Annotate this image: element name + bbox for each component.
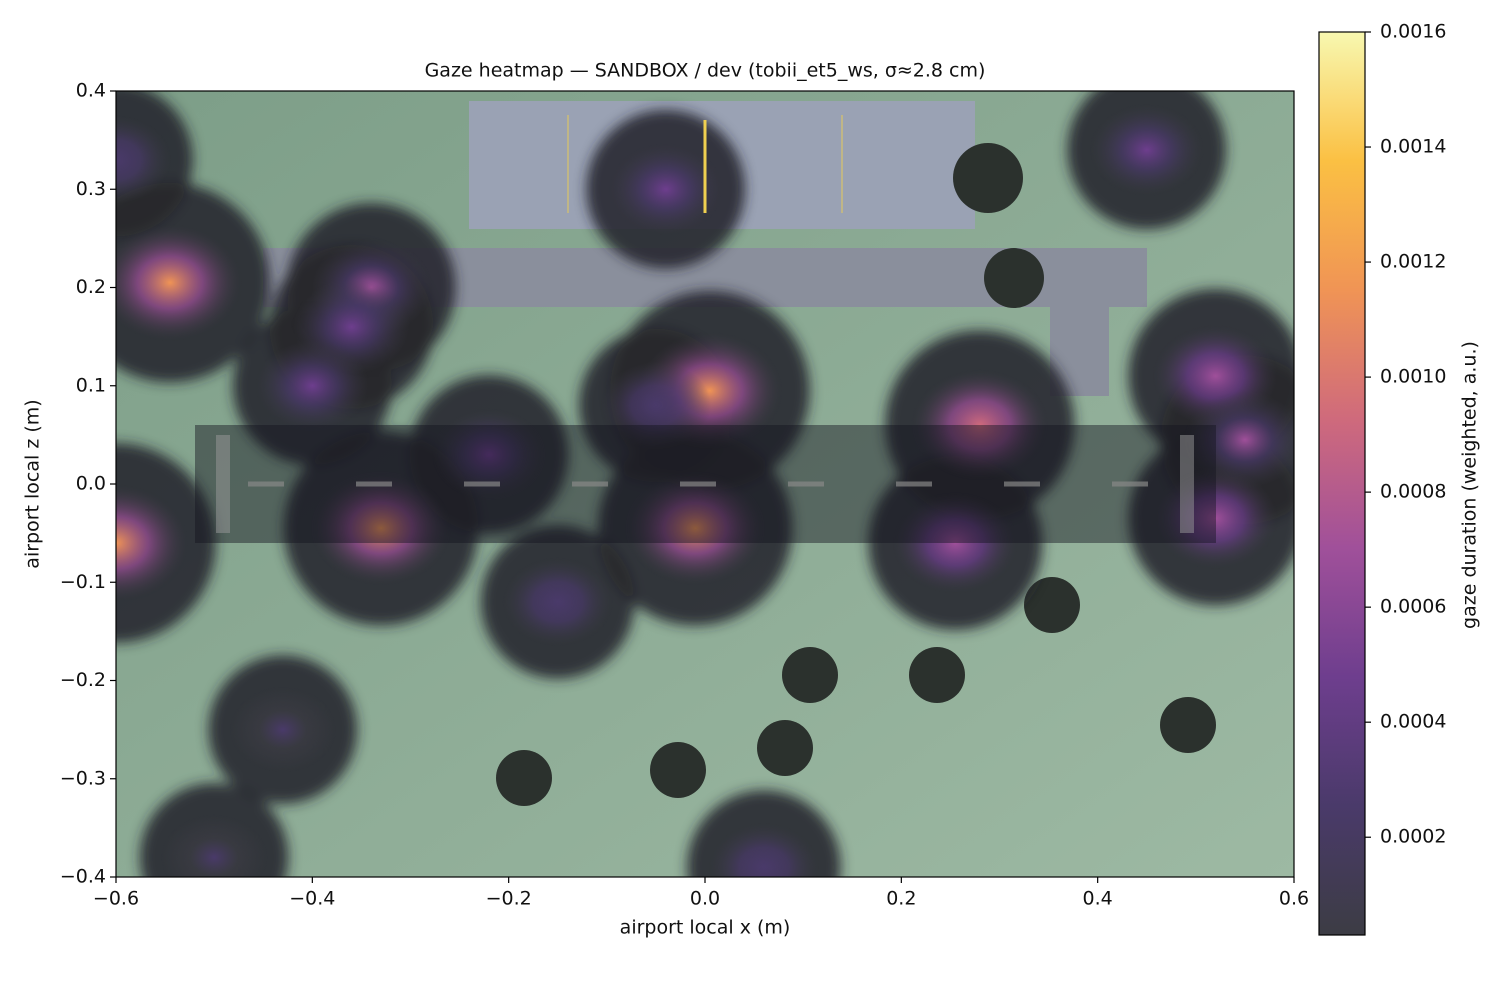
x-tick-label: 0.4	[1083, 888, 1113, 910]
colorbar-tick-label: 0.0006	[1380, 596, 1446, 618]
x-tick-label: −0.4	[289, 888, 335, 910]
y-axis-label: airport local z (m)	[22, 399, 44, 568]
x-tick-label: −0.2	[486, 888, 532, 910]
heat-blob	[600, 361, 712, 450]
colorbar-tick-label: 0.0014	[1380, 136, 1446, 158]
y-tick-label: 0.4	[76, 80, 106, 102]
y-tick-label: 0.3	[76, 178, 106, 200]
heat-blob	[229, 686, 337, 773]
heat-blob	[911, 369, 1049, 481]
x-tick-label: 0.0	[690, 888, 720, 910]
colorbar: 0.0002 0.0004 0.0006 0.0008 0.0010 0.0012 0.00…	[1318, 21, 1446, 936]
colorbar-label: gaze duration (weighted, a.u.)	[1459, 341, 1481, 629]
colorbar-tick-label: 0.0002	[1380, 826, 1446, 848]
x-axis-label: airport local x (m)	[620, 917, 791, 939]
y-tick-label: 0.2	[76, 276, 106, 298]
heat-blob	[431, 408, 547, 501]
heat-blob	[892, 492, 1019, 594]
colorbar-tick-label: 0.0010	[1380, 366, 1446, 388]
heat-blob	[116, 115, 172, 205]
heat-blob	[1089, 104, 1204, 196]
heat-blob	[255, 339, 370, 432]
x-tick-label: 0.6	[1279, 888, 1309, 910]
colorbar-scale	[1318, 31, 1366, 936]
obstacles	[496, 143, 1216, 806]
threshold	[216, 435, 230, 533]
heat-blob	[116, 223, 243, 342]
colorbar-tick-label: 0.0012	[1380, 251, 1446, 273]
y-tick-label: 0.0	[76, 473, 106, 495]
heat-blob	[608, 143, 723, 236]
y-tick-label: −0.4	[60, 866, 106, 888]
y-tick-label: −0.3	[60, 767, 106, 789]
colorbar-tick-label: 0.0008	[1380, 481, 1446, 503]
heat-blob	[1184, 390, 1294, 489]
heat-layer	[116, 91, 1294, 877]
y-tick-label: 0.1	[76, 374, 106, 396]
gate-lines	[567, 115, 843, 213]
y-tick-label: −0.2	[60, 669, 106, 691]
heat-blob	[502, 557, 613, 647]
threshold	[1180, 435, 1194, 533]
plot-area	[116, 91, 1294, 877]
x-tick-label: −0.6	[93, 888, 139, 910]
heat-blob	[160, 814, 268, 877]
heat-blob	[624, 471, 766, 586]
heat-blob	[116, 484, 189, 602]
heat-blob	[708, 822, 820, 877]
heat-blob	[310, 471, 452, 586]
heat-glow	[116, 104, 1294, 877]
y-tick-label: −0.1	[60, 571, 106, 593]
chart-title: Gaze heatmap — SANDBOX / dev (tobii_et5_…	[425, 60, 986, 82]
x-tick-label: 0.2	[886, 888, 916, 910]
colorbar-tick-label: 0.0004	[1380, 711, 1446, 733]
colorbar-tick-label: 0.0016	[1380, 21, 1446, 43]
